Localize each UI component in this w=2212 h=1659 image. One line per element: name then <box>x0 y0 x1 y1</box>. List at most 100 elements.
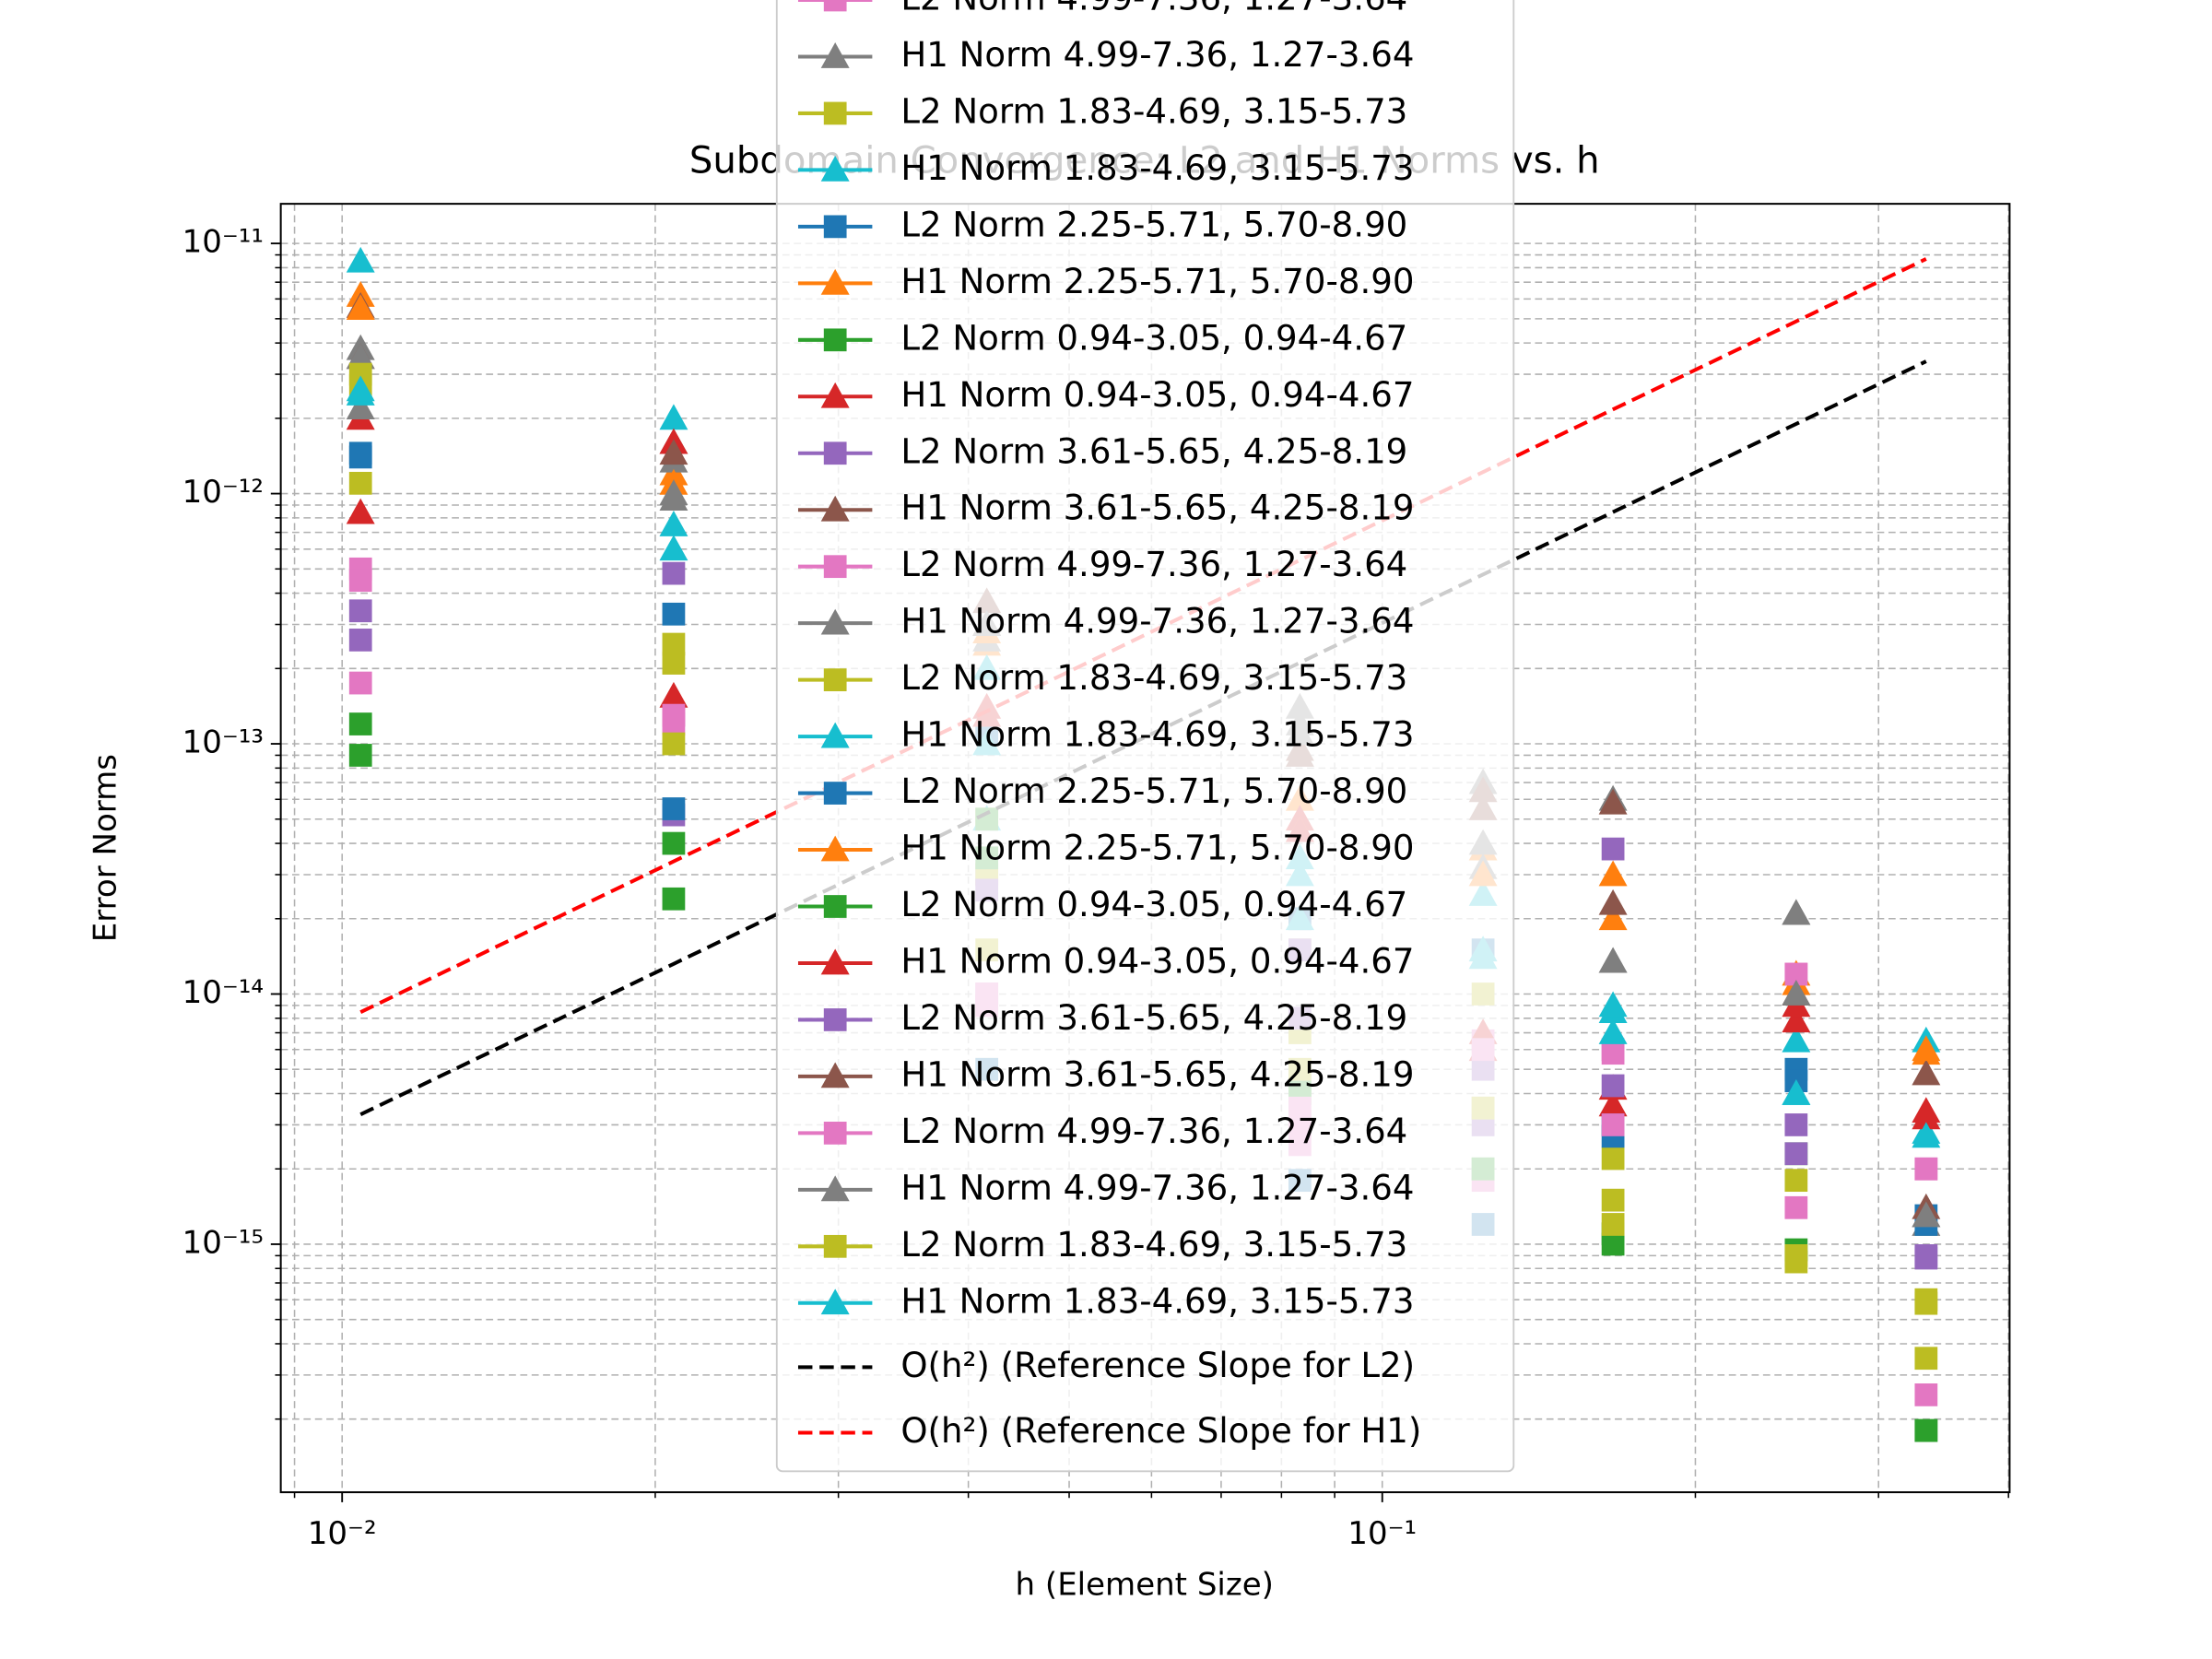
marker-triangle <box>1782 1026 1811 1053</box>
marker-triangle <box>1598 904 1628 931</box>
legend-label: L2 Norm 2.25-5.71, 5.70-8.90 <box>900 205 1407 244</box>
legend-box <box>775 0 1515 1473</box>
marker-triangle <box>1598 860 1628 887</box>
legend-label: H1 Norm 1.83-4.69, 3.15-5.73 <box>900 148 1414 188</box>
legend-label: H1 Norm 1.83-4.69, 3.15-5.73 <box>900 715 1414 755</box>
legend-item: O(h²) (Reference Slope for L2) <box>797 1346 1415 1385</box>
legend-label: L2 Norm 1.83-4.69, 3.15-5.73 <box>900 91 1407 131</box>
marker-triangle <box>659 439 688 465</box>
legend-label: L2 Norm 1.83-4.69, 3.15-5.73 <box>900 1225 1407 1265</box>
marker-square <box>1601 1074 1625 1098</box>
marker-triangle <box>820 268 850 295</box>
legend-label: L2 Norm 4.99-7.36, 1.27-3.64 <box>900 545 1407 584</box>
x-axis-label: h (Element Size) <box>1016 1567 1274 1604</box>
marker-square <box>1784 1142 1808 1166</box>
marker-triangle <box>820 42 850 68</box>
legend-item: L2 Norm 2.25-5.71, 5.70-8.90 <box>797 771 1407 811</box>
marker-square <box>823 668 847 691</box>
y-axis-label: Error Norms <box>87 754 124 942</box>
marker-triangle <box>346 498 375 524</box>
marker-triangle <box>820 948 850 975</box>
marker-triangle <box>1782 1006 1811 1033</box>
marker-square <box>1601 837 1625 861</box>
marker-square <box>662 602 686 626</box>
marker-square <box>1601 1188 1625 1212</box>
marker-square <box>348 744 372 767</box>
marker-triangle <box>820 608 850 635</box>
legend-item: L2 Norm 3.61-5.65, 4.25-8.19 <box>797 998 1407 1038</box>
marker-triangle <box>1782 980 1811 1006</box>
legend-label: H1 Norm 0.94-3.05, 0.94-4.67 <box>900 375 1414 415</box>
y-tick-label: 10⁻¹² <box>182 474 265 511</box>
marker-square <box>1784 1244 1808 1267</box>
legend-item: L2 Norm 4.99-7.36, 1.27-3.64 <box>797 0 1407 18</box>
marker-square <box>823 555 847 579</box>
marker-square <box>662 831 686 855</box>
marker-square <box>823 782 847 805</box>
marker-square <box>1784 1169 1808 1193</box>
marker-square <box>662 797 686 820</box>
legend-item: H1 Norm 4.99-7.36, 1.27-3.64 <box>797 602 1415 641</box>
legend-label: H1 Norm 2.25-5.71, 5.70-8.90 <box>900 262 1414 301</box>
legend-label: L2 Norm 2.25-5.71, 5.70-8.90 <box>900 771 1407 811</box>
legend-label: L2 Norm 0.94-3.05, 0.94-4.67 <box>900 318 1407 358</box>
x-tick-label: 10⁻¹ <box>1347 1515 1417 1552</box>
marker-triangle <box>820 382 850 408</box>
legend-item: H1 Norm 3.61-5.65, 4.25-8.19 <box>797 1054 1415 1094</box>
legend-item: L2 Norm 1.83-4.69, 3.15-5.73 <box>797 91 1407 131</box>
legend-item: L2 Norm 0.94-3.05, 0.94-4.67 <box>797 885 1407 924</box>
marker-triangle <box>1782 1079 1811 1105</box>
marker-square <box>1784 1195 1808 1219</box>
marker-square <box>1914 1244 1938 1267</box>
marker-triangle <box>659 404 688 430</box>
marker-triangle <box>346 246 375 273</box>
marker-square <box>348 599 372 623</box>
marker-triangle <box>820 495 850 522</box>
marker-triangle <box>1912 1122 1941 1148</box>
legend-item: L2 Norm 1.83-4.69, 3.15-5.73 <box>797 1225 1407 1265</box>
legend-item: O(h²) (Reference Slope for H1) <box>797 1411 1421 1451</box>
legend-item: H1 Norm 4.99-7.36, 1.27-3.64 <box>797 1168 1415 1207</box>
marker-triangle <box>820 1062 850 1088</box>
legend-label: O(h²) (Reference Slope for H1) <box>900 1411 1421 1451</box>
legend-item: H1 Norm 4.99-7.36, 1.27-3.64 <box>797 35 1415 75</box>
legend-item: H1 Norm 3.61-5.65, 4.25-8.19 <box>797 488 1415 528</box>
marker-triangle <box>1598 788 1628 815</box>
legend-label: L2 Norm 0.94-3.05, 0.94-4.67 <box>900 885 1407 924</box>
marker-triangle <box>820 1175 850 1202</box>
marker-square <box>823 215 847 239</box>
marker-triangle <box>346 394 375 419</box>
marker-square <box>823 441 847 465</box>
legend-label: H1 Norm 1.83-4.69, 3.15-5.73 <box>900 1281 1414 1321</box>
legend-label: L2 Norm 1.83-4.69, 3.15-5.73 <box>900 658 1407 698</box>
marker-triangle <box>1598 947 1628 973</box>
y-tick-label: 10⁻¹³ <box>182 724 265 761</box>
legend-item: H1 Norm 2.25-5.71, 5.70-8.90 <box>797 262 1415 301</box>
marker-triangle <box>346 375 375 402</box>
marker-triangle <box>1912 1201 1941 1228</box>
legend-label: L2 Norm 3.61-5.65, 4.25-8.19 <box>900 431 1407 471</box>
marker-square <box>1914 1157 1938 1181</box>
legend-label: O(h²) (Reference Slope for L2) <box>900 1346 1415 1385</box>
marker-square <box>662 712 686 735</box>
marker-square <box>662 652 686 675</box>
marker-triangle <box>346 294 375 320</box>
marker-triangle <box>659 681 688 708</box>
legend-label: H1 Norm 0.94-3.05, 0.94-4.67 <box>900 941 1414 981</box>
marker-square <box>1914 1418 1938 1442</box>
axes: 10⁻² 10⁻¹ 10⁻¹⁵ 10⁻¹⁴ 10⁻¹³ 10⁻¹² 10⁻¹¹ <box>182 224 2009 1552</box>
marker-square <box>823 0 847 12</box>
legend-item: H1 Norm 0.94-3.05, 0.94-4.67 <box>797 375 1415 415</box>
legend-item: L2 Norm 3.61-5.65, 4.25-8.19 <box>797 431 1407 471</box>
legend-item: H1 Norm 1.83-4.69, 3.15-5.73 <box>797 715 1415 755</box>
marker-square <box>662 732 686 756</box>
marker-square <box>823 328 847 352</box>
legend-item: L2 Norm 4.99-7.36, 1.27-3.64 <box>797 1112 1407 1151</box>
marker-square <box>348 712 372 735</box>
marker-triangle <box>1598 888 1628 915</box>
legend-label: L2 Norm 3.61-5.65, 4.25-8.19 <box>900 998 1407 1038</box>
marker-square <box>662 561 686 585</box>
marker-square <box>348 569 372 593</box>
